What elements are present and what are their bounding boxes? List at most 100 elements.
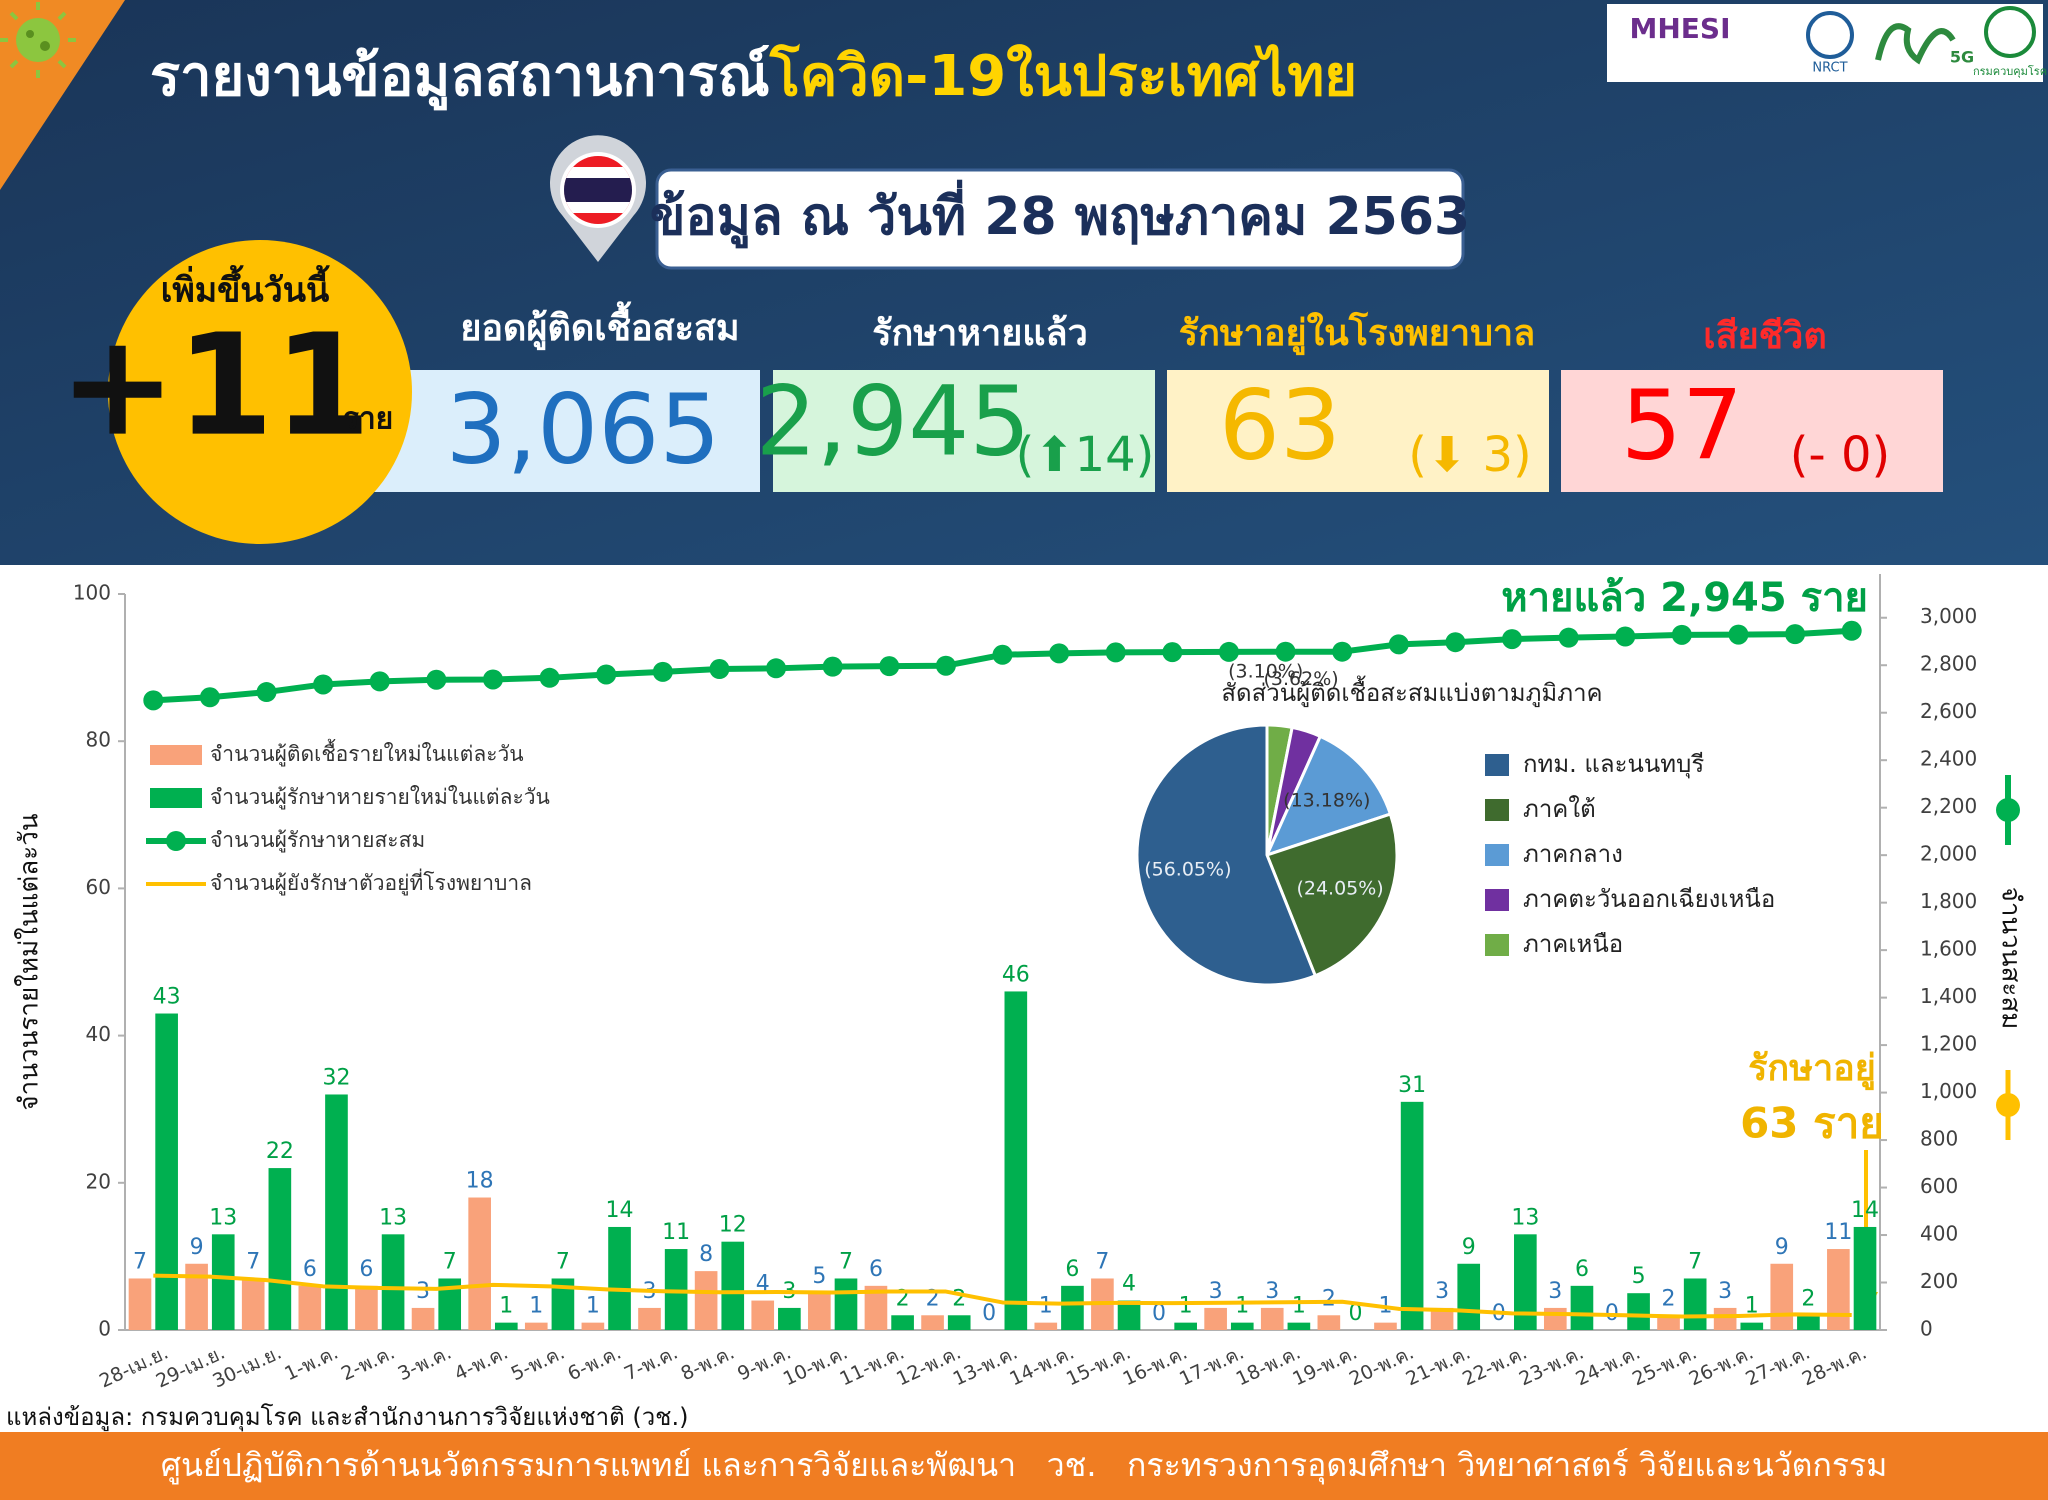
stat-value: 63 <box>1219 369 1341 481</box>
y2-tick-label: 800 <box>1920 1127 1958 1151</box>
bar-value-label: 5 <box>1632 1264 1646 1289</box>
bar <box>211 1234 235 1330</box>
line-marker <box>482 669 503 690</box>
bar-value-label: 3 <box>1548 1279 1562 1304</box>
line-marker <box>1671 624 1692 645</box>
bar-value-label: 2 <box>1662 1286 1676 1311</box>
bar-value-label: 1 <box>1039 1294 1053 1319</box>
bar <box>581 1322 605 1330</box>
bar <box>1260 1307 1284 1330</box>
y2-tick-label: 600 <box>1920 1174 1958 1198</box>
stat-label: รักษาหายแล้ว <box>872 313 1088 354</box>
line-marker <box>1445 632 1466 653</box>
y2-tick-label: 1,200 <box>1920 1032 1977 1056</box>
y-tick-label: 0 <box>98 1317 111 1341</box>
bar <box>1117 1300 1141 1330</box>
bar-value-label: 2 <box>1801 1286 1815 1311</box>
bar-value-label: 1 <box>529 1294 543 1319</box>
bar <box>298 1285 322 1330</box>
bar <box>834 1278 858 1330</box>
pie-value-label: (13.18%) <box>1283 789 1370 811</box>
bar-value-label: 0 <box>1152 1301 1166 1326</box>
pie-value-label: (24.05%) <box>1296 877 1383 899</box>
today-value: +11 <box>59 305 371 468</box>
legend-swatch <box>150 745 202 765</box>
line-marker <box>1615 626 1636 647</box>
virus-icon <box>0 2 76 78</box>
bar <box>1061 1285 1084 1330</box>
bar-value-label: 3 <box>416 1279 430 1304</box>
bar-value-label: 5 <box>812 1264 826 1289</box>
y2-tick-label: 400 <box>1920 1222 1958 1246</box>
logo-text: 5G <box>1950 48 1974 67</box>
bar <box>1713 1307 1737 1330</box>
bar <box>468 1197 491 1330</box>
y2-tick-label: 200 <box>1920 1269 1958 1293</box>
y2-tick-label: 2,800 <box>1920 652 1977 676</box>
bar <box>808 1293 831 1330</box>
bar-value-label: 2 <box>952 1286 966 1311</box>
stat-label: เสียชีวิต <box>1703 316 1826 357</box>
bar-value-label: 14 <box>606 1198 634 1223</box>
bar-value-label: 9 <box>190 1235 204 1260</box>
y2-tick-label: 1,800 <box>1920 889 1977 913</box>
line-marker <box>1332 641 1353 662</box>
pie-legend-label: ภาคเหนือ <box>1523 930 1623 958</box>
line-marker <box>1558 627 1579 648</box>
line-marker <box>822 656 843 677</box>
bar <box>664 1249 688 1330</box>
legend-swatch <box>1485 844 1509 866</box>
bar <box>524 1322 548 1330</box>
title: รายงานข้อมูลสถานการณ์โควิด-19ในประเทศไทย <box>150 43 1357 111</box>
pie-legend-label: ภาคกลาง <box>1523 840 1623 868</box>
bar <box>494 1322 518 1330</box>
legend-label: จำนวนผู้ยังรักษาตัวอยู่ที่โรงพยาบาล <box>210 868 532 896</box>
bar-value-label: 0 <box>1349 1301 1363 1326</box>
footer-banner <box>0 1432 2048 1500</box>
line-marker <box>1388 634 1409 655</box>
line-marker <box>1841 620 1862 641</box>
logo-mark <box>1984 6 2036 58</box>
date-box <box>655 168 1465 270</box>
stat-box <box>1167 370 1549 492</box>
bar <box>1034 1322 1058 1330</box>
bar <box>1457 1263 1481 1330</box>
pie-value-label: (3.62%) <box>1264 668 1339 690</box>
bar-value-label: 6 <box>1065 1257 1079 1282</box>
line-marker <box>652 661 673 682</box>
bar-value-label: 13 <box>379 1205 407 1230</box>
bar <box>1400 1101 1424 1330</box>
bar <box>1174 1322 1197 1330</box>
bar <box>1853 1226 1877 1330</box>
stat-box <box>773 370 1155 492</box>
y-tick-label: 60 <box>86 875 111 899</box>
report-date: ข้อมูล ณ วันที่ 28 พฤษภาคม 2563 <box>650 180 1470 249</box>
bar-value-label: 14 <box>1851 1198 1879 1223</box>
bar-value-label: 3 <box>1209 1279 1223 1304</box>
y-tick-label: 100 <box>73 581 111 605</box>
bar <box>1740 1322 1764 1330</box>
bar-value-label: 11 <box>1824 1220 1852 1245</box>
stat-box <box>355 370 760 492</box>
flag-pin <box>550 135 646 262</box>
bar <box>1004 991 1028 1330</box>
bar <box>1204 1307 1227 1330</box>
y-tick-label: 40 <box>86 1022 111 1046</box>
logo-mark <box>1806 11 1854 59</box>
stat-value: 2,945 <box>756 365 1031 477</box>
y2-tick-label: 1,600 <box>1920 937 1977 961</box>
bar-value-label: 9 <box>1462 1235 1476 1260</box>
bar <box>1317 1315 1341 1330</box>
line-marker <box>935 655 956 676</box>
bar <box>638 1307 661 1330</box>
stat-box <box>1561 370 1943 492</box>
bar <box>381 1234 405 1330</box>
logo-mark <box>1875 23 1956 65</box>
y2-tick-label: 1,000 <box>1920 1079 1977 1103</box>
bar-value-label: 43 <box>153 985 181 1010</box>
line-marker <box>1162 642 1183 663</box>
annotation: 63 ราย <box>1740 1099 1884 1148</box>
legend-label: จำนวนผู้ติดเชื้อรายใหม่ในแต่ละวัน <box>210 739 524 767</box>
